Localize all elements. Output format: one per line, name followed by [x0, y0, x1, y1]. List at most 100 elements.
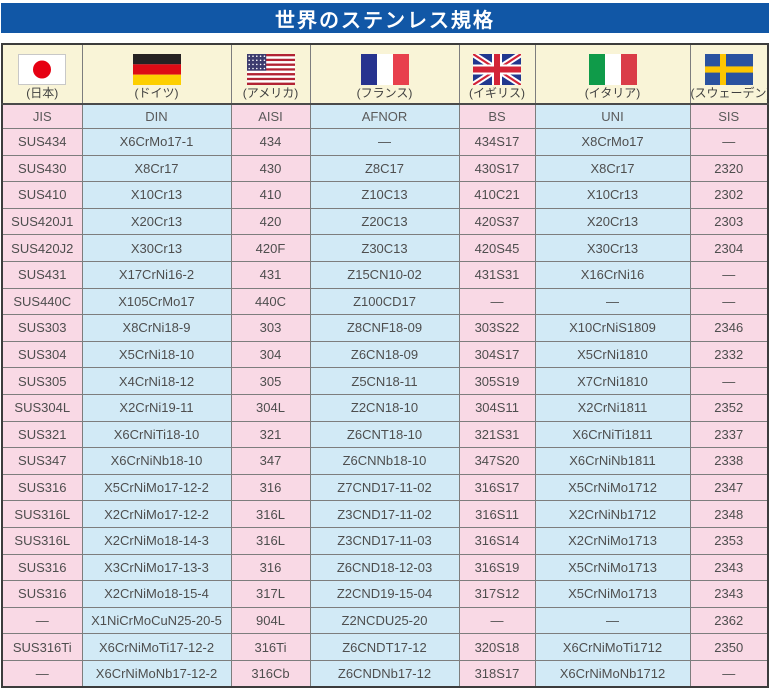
table-cell: X6CrNiTi18-10 — [81, 420, 232, 449]
table-cell: SUS434 — [1, 128, 83, 156]
column-header-aisi: AISI — [230, 103, 311, 129]
table-cell: SUS431 — [1, 260, 83, 289]
table-cell: 316 — [230, 473, 311, 502]
column-header-jis: JIS — [1, 103, 83, 129]
italy-flag-icon — [588, 53, 637, 85]
table-cell: Z6CNNb18-10 — [309, 447, 460, 475]
table-cell: SUS316 — [1, 473, 83, 502]
table-cell: X5CrNiMo17-12-2 — [81, 473, 232, 502]
table-cell: X6CrNiTi1811 — [534, 420, 691, 449]
table-cell: X17CrNi16-2 — [81, 260, 232, 289]
usa-flag-icon — [246, 53, 295, 85]
table-cell: 420F — [230, 234, 311, 262]
table-cell: Z5CN18-11 — [309, 367, 460, 395]
table-cell: X20Cr13 — [534, 207, 691, 236]
table-cell: SUS316L — [1, 500, 83, 528]
table-cell: X2CrNiMo18-14-3 — [81, 526, 232, 555]
table-cell: X6CrNiMoTi17-12-2 — [81, 633, 232, 661]
table-row: SUS303 X8CrNi18-9 303 Z8CNF18-09 303S22 X10Cr… — [1, 314, 769, 342]
table-cell: 2348 — [689, 500, 769, 528]
table-cell: SUS347 — [1, 447, 83, 475]
country-label: (ドイツ) — [134, 85, 179, 100]
table-cell: 420S45 — [458, 234, 536, 262]
table-cell: SUS440C — [1, 287, 83, 316]
table-cell: — — [689, 287, 769, 316]
table-cell: X10CrNiS1809 — [534, 314, 691, 342]
table-cell: 2347 — [689, 473, 769, 502]
table-cell: X5CrNiMo1713 — [534, 580, 691, 608]
table-cell: Z6CNDNb17-12 — [309, 659, 460, 688]
table-row: SUS304L X2CrNi19-11 304L Z2CN18-10 304S11 X2C… — [1, 393, 769, 422]
table-row: SUS316 X5CrNiMo17-12-2 316 Z7CND17-11-02 316… — [1, 473, 769, 502]
country-label: (イギリス) — [469, 85, 525, 100]
table-cell: — — [458, 287, 536, 316]
japan-flag-icon — [18, 53, 67, 85]
table-cell: 2346 — [689, 314, 769, 342]
table-cell: Z6CNT18-10 — [309, 420, 460, 449]
table-cell: 2303 — [689, 207, 769, 236]
table-cell: Z3CND17-11-03 — [309, 526, 460, 555]
table-cell: SUS304 — [1, 340, 83, 369]
table-cell: 2343 — [689, 553, 769, 582]
table-cell: 303S22 — [458, 314, 536, 342]
table-row: — X1NiCrMoCuN25-20-5 904L Z2NCDU25-20— —2362 — [1, 606, 769, 635]
table-cell: Z3CND17-11-02 — [309, 500, 460, 528]
table-cell: 431 — [230, 260, 311, 289]
table-cell: X20Cr13 — [81, 207, 232, 236]
table-cell: 440C — [230, 287, 311, 316]
table-cell: SUS420J1 — [1, 207, 83, 236]
table-cell: 303 — [230, 314, 311, 342]
table-cell: X6CrNiNb1811 — [534, 447, 691, 475]
table-cell: 316L — [230, 526, 311, 555]
table-cell: X5CrNi1810 — [534, 340, 691, 369]
table-cell: X6CrNiMoNb17-12-2 — [81, 659, 232, 688]
column-header-bs: BS — [458, 103, 536, 129]
table-cell: 304S17 — [458, 340, 536, 369]
table-cell: Z2CND19-15-04 — [309, 580, 460, 608]
table-cell: X105CrMo17 — [81, 287, 232, 316]
table-cell: Z6CNDT17-12 — [309, 633, 460, 661]
table-cell: 316L — [230, 500, 311, 528]
flag-cell-jp: (日本) — [1, 43, 83, 105]
table-cell: Z2NCDU25-20 — [309, 606, 460, 635]
table-cell: 316S17 — [458, 473, 536, 502]
table-cell: 2304 — [689, 234, 769, 262]
flag-cell-fr: (フランス) — [309, 43, 460, 105]
table-row: SUS316L X2CrNiMo17-12-2 316L Z3CND17-11-02 3… — [1, 500, 769, 528]
table-row: SUS304 X5CrNi18-10 304 Z6CN18-09 304S17 X5CrN… — [1, 340, 769, 369]
table-row: SUS316L X2CrNiMo18-14-3 316L Z3CND17-11-03 3… — [1, 526, 769, 555]
standards-table: (日本) (ドイツ) (アメリカ) (フランス) (イギリス) (イタリア) (スウェーデン… — [1, 43, 769, 689]
table-cell: 2352 — [689, 393, 769, 422]
table-row: SUS420J1 X20Cr13 420 Z20C13 420S37 X20Cr13 230… — [1, 207, 769, 236]
table-cell: X2CrNiMo17-12-2 — [81, 500, 232, 528]
table-cell: 2320 — [689, 154, 769, 183]
table-cell: 2353 — [689, 526, 769, 555]
table-cell: — — [1, 659, 83, 688]
table-cell: 434S17 — [458, 128, 536, 156]
table-cell: 304 — [230, 340, 311, 369]
table-cell: — — [309, 128, 460, 156]
table-row: SUS410 X10Cr13 410 Z10C13 410C21 X10Cr13 2302 — [1, 181, 769, 209]
table-cell: — — [458, 606, 536, 635]
table-cell: X1NiCrMoCuN25-20-5 — [81, 606, 232, 635]
flag-cell-de: (ドイツ) — [81, 43, 232, 105]
table-cell: X2CrNiMo18-15-4 — [81, 580, 232, 608]
table-row: SUS347 X6CrNiNb18-10 347 Z6CNNb18-10 347S20 X… — [1, 447, 769, 475]
table-cell: X2CrNi19-11 — [81, 393, 232, 422]
table-cell: Z2CN18-10 — [309, 393, 460, 422]
table-cell: — — [689, 128, 769, 156]
country-label: (スウェーデン) — [690, 85, 768, 100]
column-header-uni: UNI — [534, 103, 691, 129]
table-cell: Z6CN18-09 — [309, 340, 460, 369]
country-label: (日本) — [26, 85, 59, 100]
table-cell: SUS410 — [1, 181, 83, 209]
table-row: — X6CrNiMoNb17-12-2 316Cb Z6CNDNb17-12 318S1… — [1, 659, 769, 688]
table-cell: Z6CND18-12-03 — [309, 553, 460, 582]
table-cell: SUS304L — [1, 393, 83, 422]
france-flag-icon — [360, 53, 409, 85]
table-row: SUS305 X4CrNi18-12 305 Z5CN18-11 305S19 X7CrN… — [1, 367, 769, 395]
page: 世界のステンレス規格 (日本) (ドイツ) (アメリカ) (フランス) (イギリス) (イ… — [0, 3, 770, 698]
table-cell: SUS316L — [1, 526, 83, 555]
table-cell: SUS316Ti — [1, 633, 83, 661]
table-cell: 316S11 — [458, 500, 536, 528]
